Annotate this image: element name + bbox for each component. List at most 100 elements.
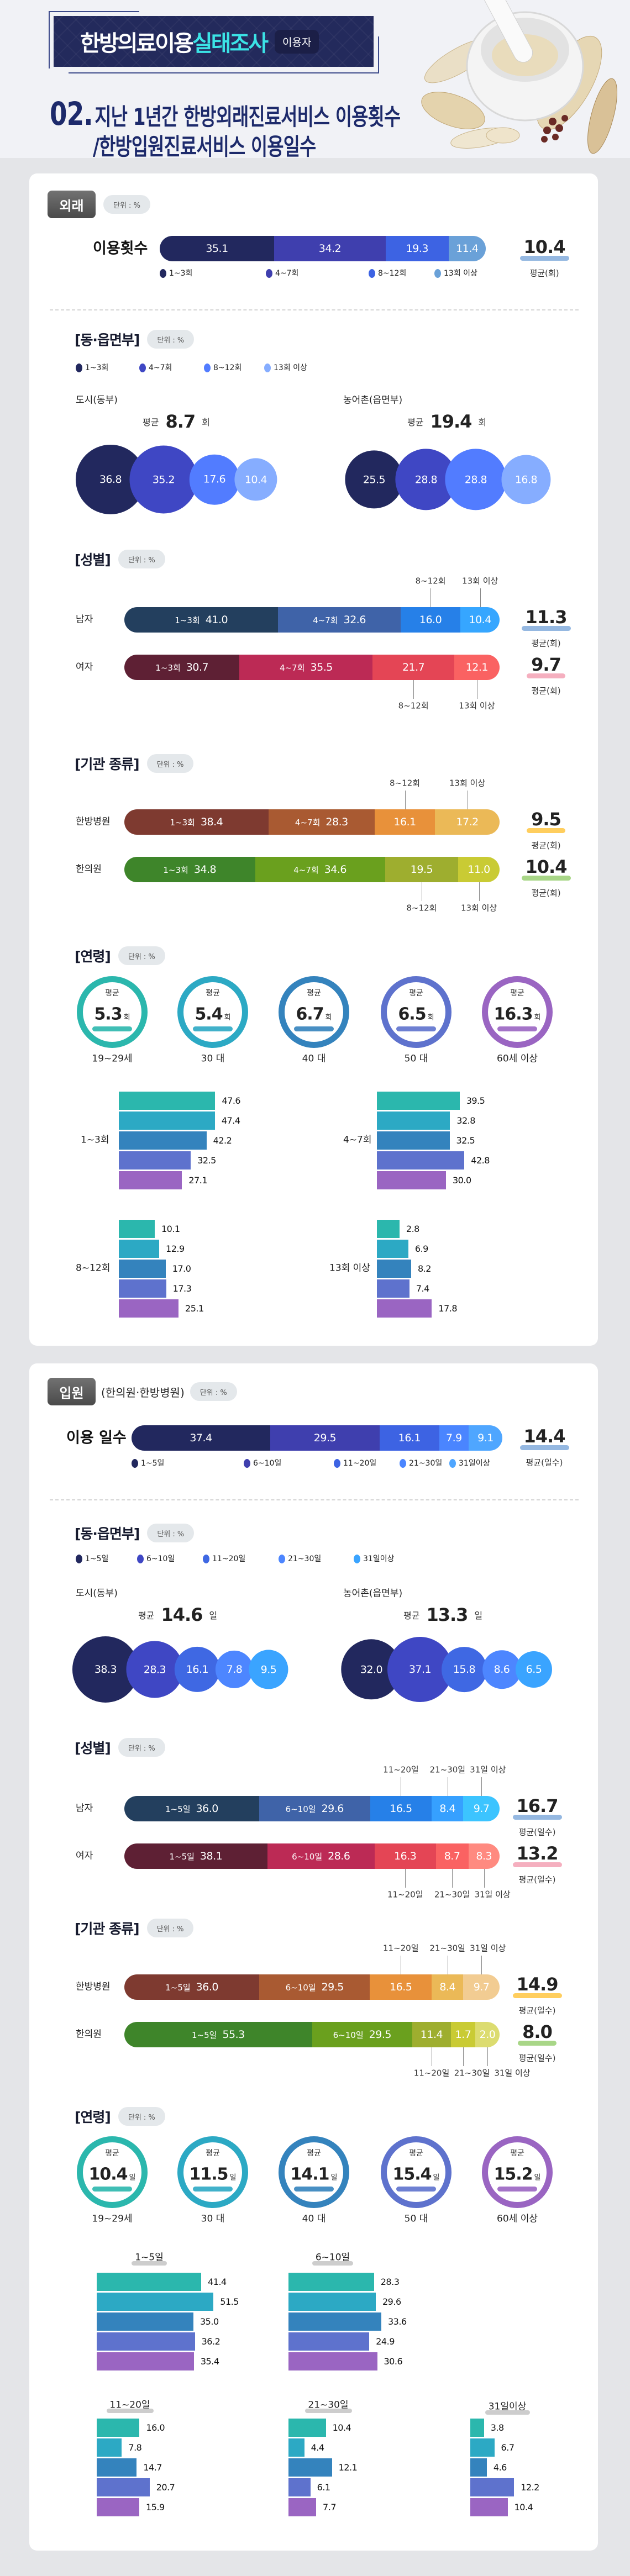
age-bar-value: 47.4 [221, 1115, 240, 1126]
bubble-value: 35.2 [152, 473, 175, 486]
header-banner: 한방의료이용 실태조사 이용자 02. 지난 1년간 한방외래진료서비스 이용횟… [0, 0, 630, 158]
age-bar [97, 2293, 214, 2311]
average-value: 10.4 [523, 236, 566, 257]
average-underline [512, 1862, 562, 1867]
unit-pill: 단위 : % [103, 195, 150, 214]
age-ring [279, 2136, 349, 2208]
average-prefix: 평균 [138, 1610, 155, 1621]
age-bar [288, 2438, 305, 2457]
bubble-value: 10.4 [244, 473, 267, 486]
overall-legend-label: 11~20일 [343, 1459, 377, 1468]
bar-segment: 12.1 [454, 655, 500, 680]
overall-legend-dot [434, 269, 441, 278]
bubble-value: 6.5 [526, 1663, 542, 1676]
bubble-value: 17.6 [203, 473, 226, 486]
age-bar [119, 1171, 182, 1189]
age-average: 15.4 일 [393, 2165, 440, 2184]
inpatient-scope-note: (한의원·한방병원) [101, 1386, 185, 1399]
age-bar [119, 1240, 160, 1258]
bar-segment: 29.5 [270, 1425, 380, 1451]
average-unit: 일 [129, 2173, 136, 2182]
region-group-name: 농어촌(읍면부) [343, 394, 403, 406]
average-underline [497, 1026, 537, 1031]
average-unit: 일 [229, 2173, 237, 2182]
section: [성별] 단위 : % [75, 1737, 165, 1757]
callout-label: 11~20일 [387, 1889, 423, 1900]
region-bubble: 9.5 [249, 1650, 288, 1689]
bar-segment: 9.7 [463, 1796, 500, 1821]
average-underline [193, 2187, 233, 2192]
section-divider [50, 309, 579, 310]
bar-segment: 21.7 [372, 655, 454, 680]
age-bar-value: 4.4 [311, 2442, 324, 2453]
row-label: 한방병원 [76, 816, 111, 828]
segment-value: 34.8 [193, 863, 217, 876]
bar-segment: 10.4 [460, 607, 500, 633]
bar-segment: 6~10일 29.6 [259, 1796, 370, 1821]
region-legend-dot [139, 364, 146, 372]
age-bar-value: 4.6 [493, 2462, 507, 2473]
callout-label: 8~12회 [406, 903, 437, 913]
bar-segment: 6~10일 29.5 [259, 1974, 370, 2000]
unit-pill: 단위 : % [146, 754, 194, 773]
age-bar-value: 20.7 [156, 2482, 175, 2493]
overall-legend-dot [449, 1459, 456, 1468]
segment-value: 55.3 [222, 2029, 245, 2041]
stacked-bar: 1~3회 38.4 4~7회 28.3 16.1 17.2 [124, 809, 500, 835]
age-bar-value: 29.6 [382, 2296, 401, 2307]
average-value: 5.3 [94, 1004, 122, 1024]
segment-value: 9.7 [473, 1981, 490, 1993]
age-group-label: 13회 이상 [329, 1262, 370, 1274]
age-label: 50 대 [404, 1053, 428, 1065]
region-legend-dot [137, 1555, 144, 1563]
bar-segment: 1~3회 41.0 [124, 607, 279, 633]
bar-segment: 16.3 [374, 1843, 436, 1869]
region-bubble: 7.8 [215, 1650, 254, 1689]
overall-legend-label: 8~12회 [378, 269, 407, 278]
heading-underline [485, 2410, 530, 2415]
segment-value: 29.5 [313, 1432, 337, 1444]
average-label: 평균(일수) [518, 2005, 556, 2016]
unit-pill: 단위 : % [118, 1738, 165, 1757]
segment-category: 1~3회 [175, 615, 200, 625]
average-label: 평균(일수) [518, 1827, 556, 1837]
average-label: 평균(일수) [518, 1874, 556, 1885]
average-value: 6.5 [398, 1004, 426, 1024]
callout-line [481, 1777, 482, 1796]
region-legend-label: 6~10일 [146, 1555, 175, 1563]
section-title: [기관 종류] [75, 1921, 140, 1937]
callout-label: 31일 이상 [494, 2068, 531, 2078]
bar-segment: 11.0 [458, 857, 500, 882]
average-underline [527, 673, 565, 678]
age-bar [97, 2458, 137, 2477]
region-section: [동·읍면부] 단위 : % [75, 1523, 195, 1543]
callout-line [405, 1869, 406, 1888]
average-underline [512, 1815, 562, 1820]
age-bar-value: 39.5 [466, 1095, 485, 1106]
audience-badge: 이용자 [275, 29, 319, 54]
age-bar-value: 30.0 [453, 1175, 471, 1186]
age-ring [381, 976, 452, 1048]
age-bar-value: 17.0 [172, 1263, 191, 1274]
region-legend-dot [264, 364, 271, 372]
age-bar-value: 35.0 [200, 2316, 219, 2327]
overall-bar: 37.4 29.5 16.1 7.9 9.1 [132, 1425, 502, 1451]
bar-segment: 17.2 [435, 809, 500, 835]
overall-legend-dot [369, 269, 375, 278]
region-bubble: 15.8 [442, 1647, 487, 1692]
segment-value: 11.0 [468, 863, 490, 876]
average-prefix: 평균 [409, 989, 423, 998]
age-average: 15.2 일 [494, 2165, 541, 2184]
bubble-value: 15.8 [453, 1663, 476, 1676]
age-label: 19~29세 [92, 1053, 133, 1065]
segment-category: 4~7회 [293, 865, 319, 875]
average-underline [527, 828, 565, 833]
segment-category: 4~7회 [295, 817, 321, 828]
average-label: 평균(회) [531, 686, 561, 696]
average-unit: 회 [478, 417, 487, 428]
section: [기관 종류] 단위 : % [75, 1918, 194, 1938]
age-group-label: 4~7회 [343, 1134, 372, 1146]
average-value: 16.3 [494, 1004, 533, 1024]
age-bar [288, 2332, 370, 2351]
segment-category: 1~5일 [169, 1851, 195, 1862]
